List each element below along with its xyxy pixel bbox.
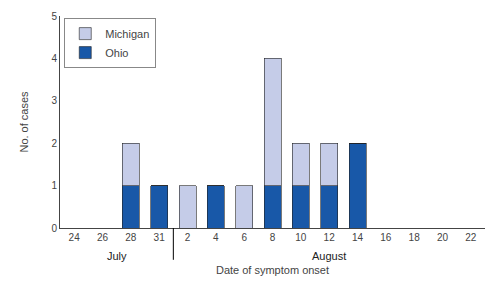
svg-text:16: 16 (380, 232, 392, 243)
svg-text:2: 2 (185, 232, 191, 243)
svg-text:4: 4 (213, 232, 219, 243)
svg-text:August: August (312, 250, 346, 262)
svg-text:1: 1 (51, 180, 57, 191)
svg-text:Date of symptom onset: Date of symptom onset (216, 264, 329, 276)
svg-text:20: 20 (437, 232, 449, 243)
svg-text:10: 10 (295, 232, 307, 243)
svg-text:Michigan: Michigan (105, 28, 149, 40)
svg-text:3: 3 (51, 95, 57, 106)
svg-text:22: 22 (465, 232, 477, 243)
svg-text:26: 26 (97, 232, 109, 243)
svg-text:0: 0 (51, 223, 57, 234)
svg-text:2: 2 (51, 138, 57, 149)
svg-text:28: 28 (125, 232, 137, 243)
svg-text:14: 14 (352, 232, 364, 243)
svg-text:8: 8 (270, 232, 276, 243)
svg-text:24: 24 (69, 232, 81, 243)
svg-text:5: 5 (51, 11, 57, 22)
svg-text:12: 12 (324, 232, 336, 243)
svg-text:18: 18 (409, 232, 421, 243)
svg-text:July: July (107, 250, 127, 262)
svg-text:4: 4 (51, 53, 57, 64)
svg-text:Ohio: Ohio (105, 47, 128, 59)
svg-text:31: 31 (154, 232, 166, 243)
svg-text:6: 6 (241, 232, 247, 243)
svg-text:No. of cases: No. of cases (18, 91, 30, 153)
